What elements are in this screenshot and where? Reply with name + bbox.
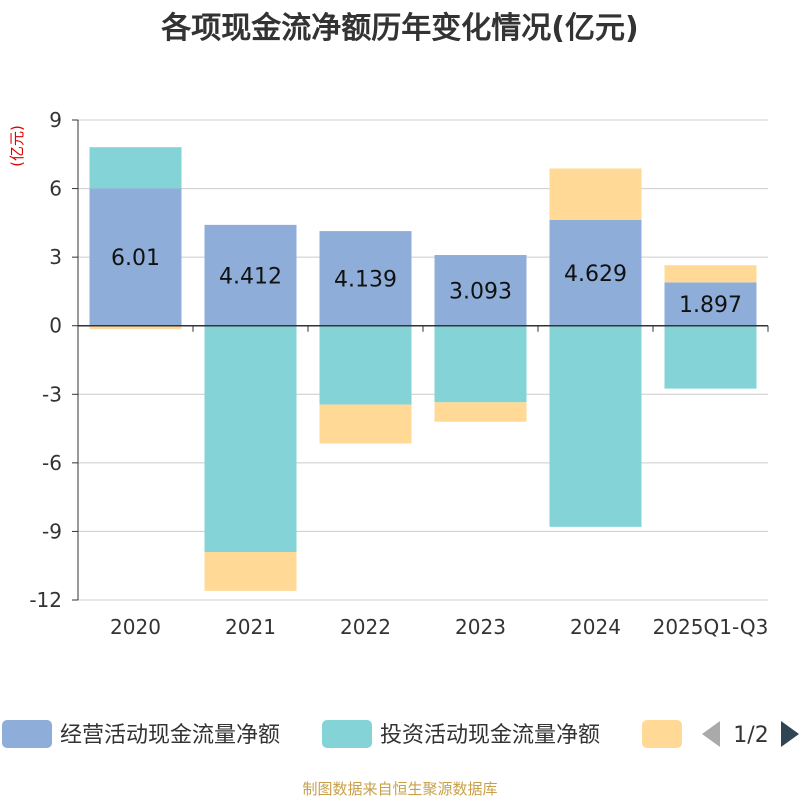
financing-bar[interactable]: [664, 265, 757, 283]
axes: 2020 2021 2022 2023 2024 2025Q1-Q3: [72, 119, 769, 639]
x-tick-label: 2022: [340, 615, 391, 639]
y-axis-unit-label: (亿元): [8, 125, 26, 167]
operating-value-label: 4.139: [334, 267, 397, 292]
operating-bar[interactable]: [204, 224, 297, 326]
operating-bar[interactable]: [319, 231, 412, 326]
legend-label[interactable]: 投资活动现金流量净额: [380, 723, 600, 748]
operating-bar[interactable]: [89, 188, 182, 326]
y-tick-label: -12: [29, 588, 62, 612]
operating-value-label: 3.093: [449, 279, 512, 304]
y-tick-label: 9: [49, 108, 62, 132]
legend-page-indicator: 1/2: [733, 723, 768, 748]
investing-bar[interactable]: [549, 325, 642, 527]
operating-value-label: 1.897: [679, 293, 742, 318]
x-tick-label: 2021: [225, 615, 276, 639]
y-tick-label: -9: [42, 519, 62, 543]
financing-bar[interactable]: [204, 552, 297, 591]
investing-bar[interactable]: [204, 325, 297, 552]
investing-bar[interactable]: [89, 147, 182, 189]
financing-bar[interactable]: [434, 402, 527, 422]
x-tick-label: 2023: [455, 615, 506, 639]
legend-swatch[interactable]: [322, 720, 372, 748]
investing-bar[interactable]: [434, 325, 527, 403]
bars: 6.01 4.412 4.139 3.093 4.629 1.897: [89, 147, 757, 591]
y-tick-label: -3: [42, 382, 62, 406]
operating-bar[interactable]: [434, 255, 527, 326]
operating-bar[interactable]: [549, 219, 642, 326]
financing-bar[interactable]: [549, 168, 642, 220]
operating-value-label: 4.629: [564, 262, 627, 287]
y-tick-label: 3: [49, 245, 62, 269]
x-tick-label: 2020: [110, 615, 161, 639]
x-tick-label: 2024: [570, 615, 621, 639]
legend-label[interactable]: 经营活动现金流量净额: [60, 723, 280, 748]
legend-prev-page-icon[interactable]: [702, 721, 720, 747]
chart-title: 各项现金流净额历年变化情况(亿元): [160, 11, 638, 46]
grid-lines: 9 6 3 0 -3 -6 -9 -12: [29, 108, 768, 612]
investing-bar[interactable]: [664, 325, 757, 389]
legend-next-page-icon[interactable]: [781, 721, 799, 747]
legend: 经营活动现金流量净额 投资活动现金流量净额 1/2: [2, 720, 799, 748]
y-tick-label: 6: [49, 177, 62, 201]
operating-value-label: 6.01: [111, 246, 160, 271]
financing-bar[interactable]: [89, 325, 182, 330]
operating-value-label: 4.412: [219, 264, 282, 289]
operating-bar[interactable]: [664, 282, 757, 326]
x-tick-label: 2025Q1-Q3: [653, 615, 769, 639]
y-tick-label: 0: [49, 314, 62, 338]
data-source-footer: 制图数据来自恒生聚源数据库: [302, 780, 497, 798]
investing-bar[interactable]: [319, 325, 412, 405]
y-tick-label: -6: [42, 451, 62, 475]
legend-swatch[interactable]: [2, 720, 52, 748]
financing-bar[interactable]: [319, 404, 412, 444]
legend-swatch[interactable]: [642, 720, 682, 748]
